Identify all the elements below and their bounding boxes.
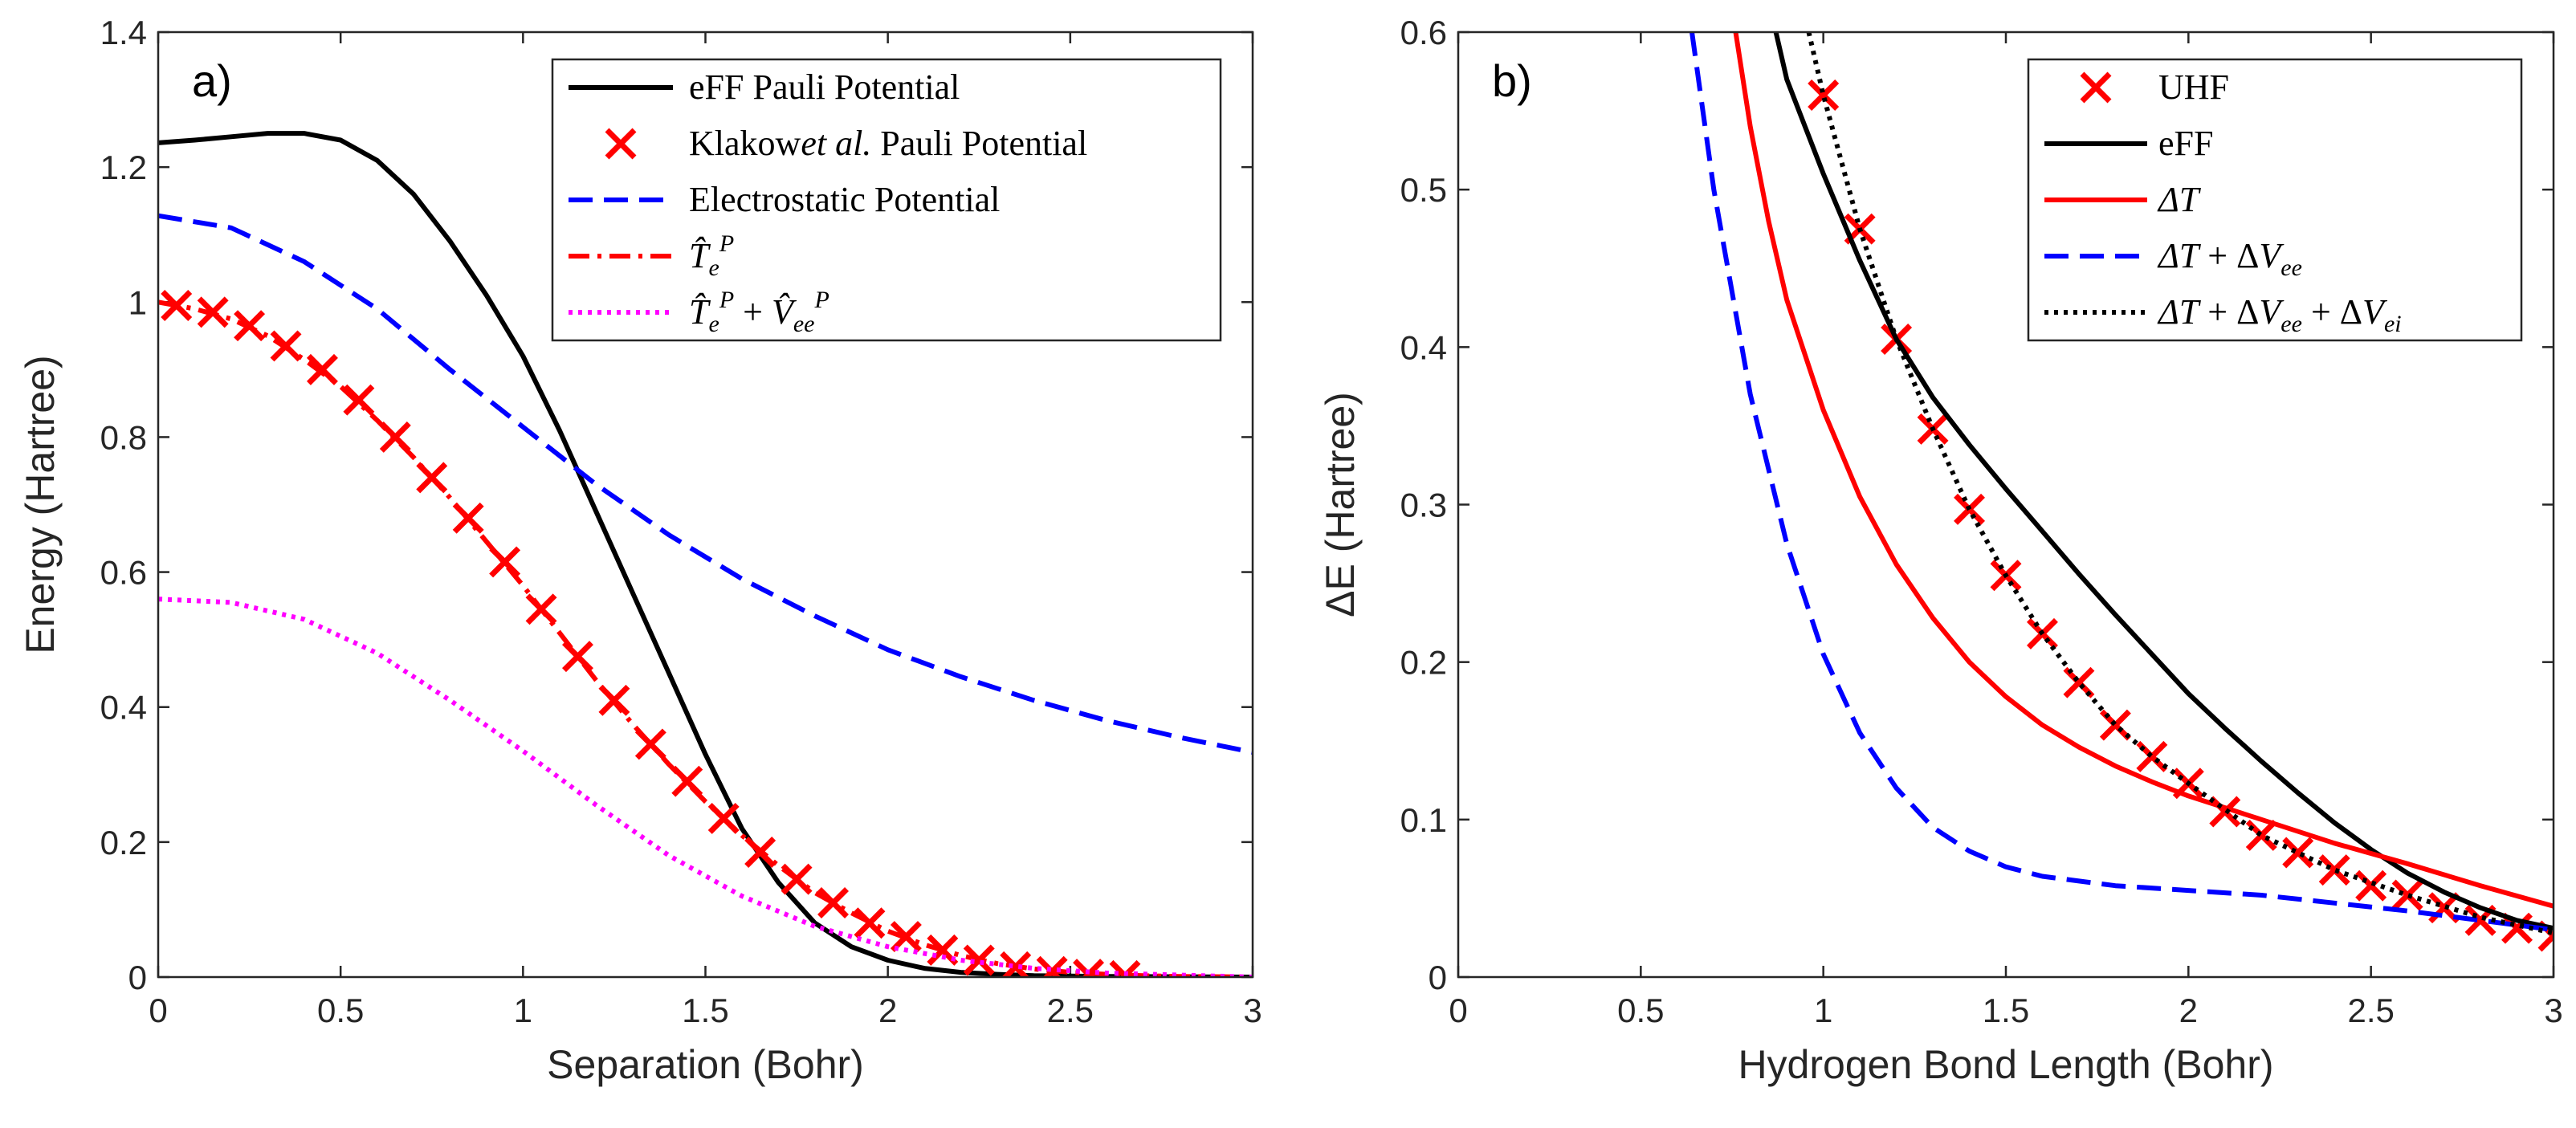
- series-line: [158, 131, 1253, 977]
- legend-label: eFF: [2158, 124, 2213, 163]
- legend-label: Klakowet al. Pauli Potential: [689, 124, 1087, 163]
- data-point-marker: [1808, 79, 1840, 111]
- x-tick-label: 0.5: [1617, 992, 1664, 1029]
- y-tick-label: 0: [1429, 959, 1447, 996]
- legend-box: [551, 58, 1222, 342]
- legend-label: ΔT + ΔVee + ΔVei: [2157, 292, 2402, 337]
- x-tick-label: 2.5: [1047, 992, 1094, 1029]
- data-point-marker: [2318, 854, 2350, 886]
- legend-label: T̂eP: [689, 230, 734, 281]
- data-point-marker: [343, 384, 375, 416]
- data-point-marker: [306, 353, 338, 385]
- y-axis-label: ΔE (Hartree): [1318, 392, 1363, 617]
- x-axis-label: Hydrogen Bond Length (Bohr): [1738, 1042, 2273, 1087]
- y-tick-label: 0.2: [1400, 644, 1447, 682]
- series-line: [158, 213, 1253, 755]
- legend: UHF eFF ΔT ΔT + ΔVee ΔT + ΔVee + ΔVei: [2027, 58, 2523, 342]
- x-tick-label: 2.5: [2347, 992, 2394, 1029]
- x-tick-label: 1.5: [682, 992, 728, 1029]
- data-point-marker: [2391, 879, 2423, 911]
- data-point-marker: [2282, 837, 2314, 869]
- y-tick-label: 1.2: [100, 149, 147, 186]
- legend-label: ΔT + ΔVee: [2157, 236, 2302, 281]
- panel-label: a): [192, 55, 232, 106]
- x-tick-label: 1.5: [1983, 992, 2029, 1029]
- chart-a: 0 0.5 1 1.5 2 2.5 3 0 0.2 0.4 0.6 0.8 1 1.2 1.4 Separat…: [18, 14, 1262, 1087]
- y-tick-label: 0.1: [1400, 801, 1447, 839]
- x-tick-label: 3: [2544, 992, 2562, 1029]
- data-point-marker: [2355, 869, 2387, 902]
- axes-frame: [157, 31, 1254, 979]
- panel-label: b): [1492, 55, 1532, 106]
- y-tick-label: 0.4: [100, 689, 147, 727]
- x-tick-label: 0: [1449, 992, 1467, 1029]
- x-tick-label: 0: [149, 992, 167, 1029]
- chart-b: 0 0.5 1 1.5 2 2.5 3 0 0.1 0.2 0.3 0.4 0.5 0.6 Hydrogen…: [1318, 14, 2563, 1087]
- legend-label: T̂eP + V̂eeP: [689, 287, 829, 337]
- legend-marker: [605, 128, 637, 160]
- series-line: [1773, 32, 2554, 931]
- y-tick-label: 0.6: [100, 554, 147, 592]
- legend-label: Electrostatic Potential: [689, 180, 1000, 219]
- legend: eFF Pauli Potential Klakowet al. Pauli Po…: [551, 58, 1222, 342]
- series-line: [158, 299, 1253, 977]
- y-axis-label: Energy (Hartree): [18, 355, 63, 654]
- x-tick-label: 2: [2179, 992, 2198, 1029]
- y-tick-label: 0.5: [1400, 171, 1447, 209]
- y-tick-label: 0.6: [1400, 14, 1447, 51]
- y-tick-label: 1: [128, 283, 147, 321]
- axes-frame: [1457, 31, 2555, 979]
- x-axis-label: Separation (Bohr): [547, 1042, 864, 1087]
- x-tick-label: 1: [1814, 992, 1832, 1029]
- series-line: [1733, 32, 2554, 909]
- y-tick-label: 0.3: [1400, 487, 1447, 524]
- legend-label: ΔT: [2157, 180, 2202, 219]
- y-tick-label: 0.8: [100, 418, 147, 456]
- legend-marker: [2080, 71, 2112, 104]
- series-line: [158, 597, 1253, 977]
- y-tick-label: 0: [128, 959, 147, 996]
- y-tick-label: 0.4: [1400, 328, 1447, 366]
- series-line: [1689, 32, 2554, 933]
- legend-label: UHF: [2158, 67, 2229, 107]
- legend-label: eFF Pauli Potential: [689, 67, 960, 107]
- x-tick-label: 2: [878, 992, 897, 1029]
- x-tick-label: 0.5: [317, 992, 364, 1029]
- x-tick-label: 3: [1243, 992, 1262, 1029]
- series-line: [1806, 32, 2554, 936]
- y-tick-label: 1.4: [100, 14, 147, 51]
- x-tick-label: 1: [514, 992, 532, 1029]
- y-tick-label: 0.2: [100, 824, 147, 861]
